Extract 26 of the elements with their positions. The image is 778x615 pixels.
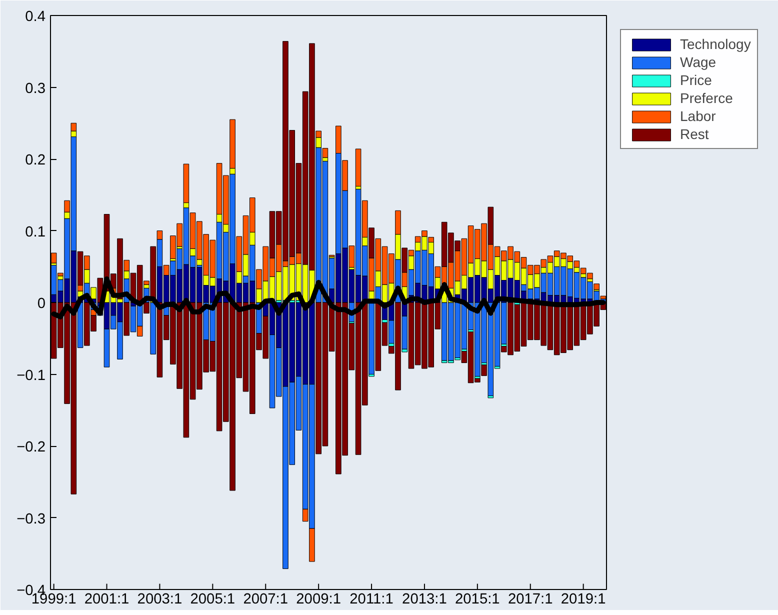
x-tick-label: 2011:1 xyxy=(350,592,394,608)
x-tick-label: 2019:1 xyxy=(560,592,606,608)
y-tick-label: 0.2 xyxy=(25,152,46,168)
y-tick-label: 0.4 xyxy=(25,9,46,25)
legend-label: Labor xyxy=(680,108,716,124)
legend-label: Rest xyxy=(680,126,709,142)
x-tick-label: 2003:1 xyxy=(137,592,182,608)
y-tick-label: −0.3 xyxy=(16,511,46,528)
legend-label: Technology xyxy=(680,36,751,52)
legend-label: Preferce xyxy=(680,90,733,106)
legend-label: Wage xyxy=(680,54,716,70)
y-tick-label: 0.3 xyxy=(25,80,46,97)
legend-label: Price xyxy=(680,72,712,88)
x-tick-label: 2009:1 xyxy=(296,592,341,608)
y-tick-label: 0.1 xyxy=(25,224,46,240)
x-tick-label: 2017:1 xyxy=(508,592,553,608)
bar xyxy=(50,252,57,264)
bar xyxy=(355,148,362,187)
y-tick-label: −0.2 xyxy=(16,440,46,456)
y-tick-label: 0 xyxy=(37,296,46,312)
x-tick-label: 2013:1 xyxy=(402,592,447,608)
x-tick-label: 2001:1 xyxy=(84,592,130,608)
x-tick-label: 2005:1 xyxy=(190,592,236,608)
x-tick-label: 2007:1 xyxy=(243,592,288,608)
y-tick-label: −0.1 xyxy=(16,368,46,384)
x-tick-label: 2015:1 xyxy=(455,592,500,608)
